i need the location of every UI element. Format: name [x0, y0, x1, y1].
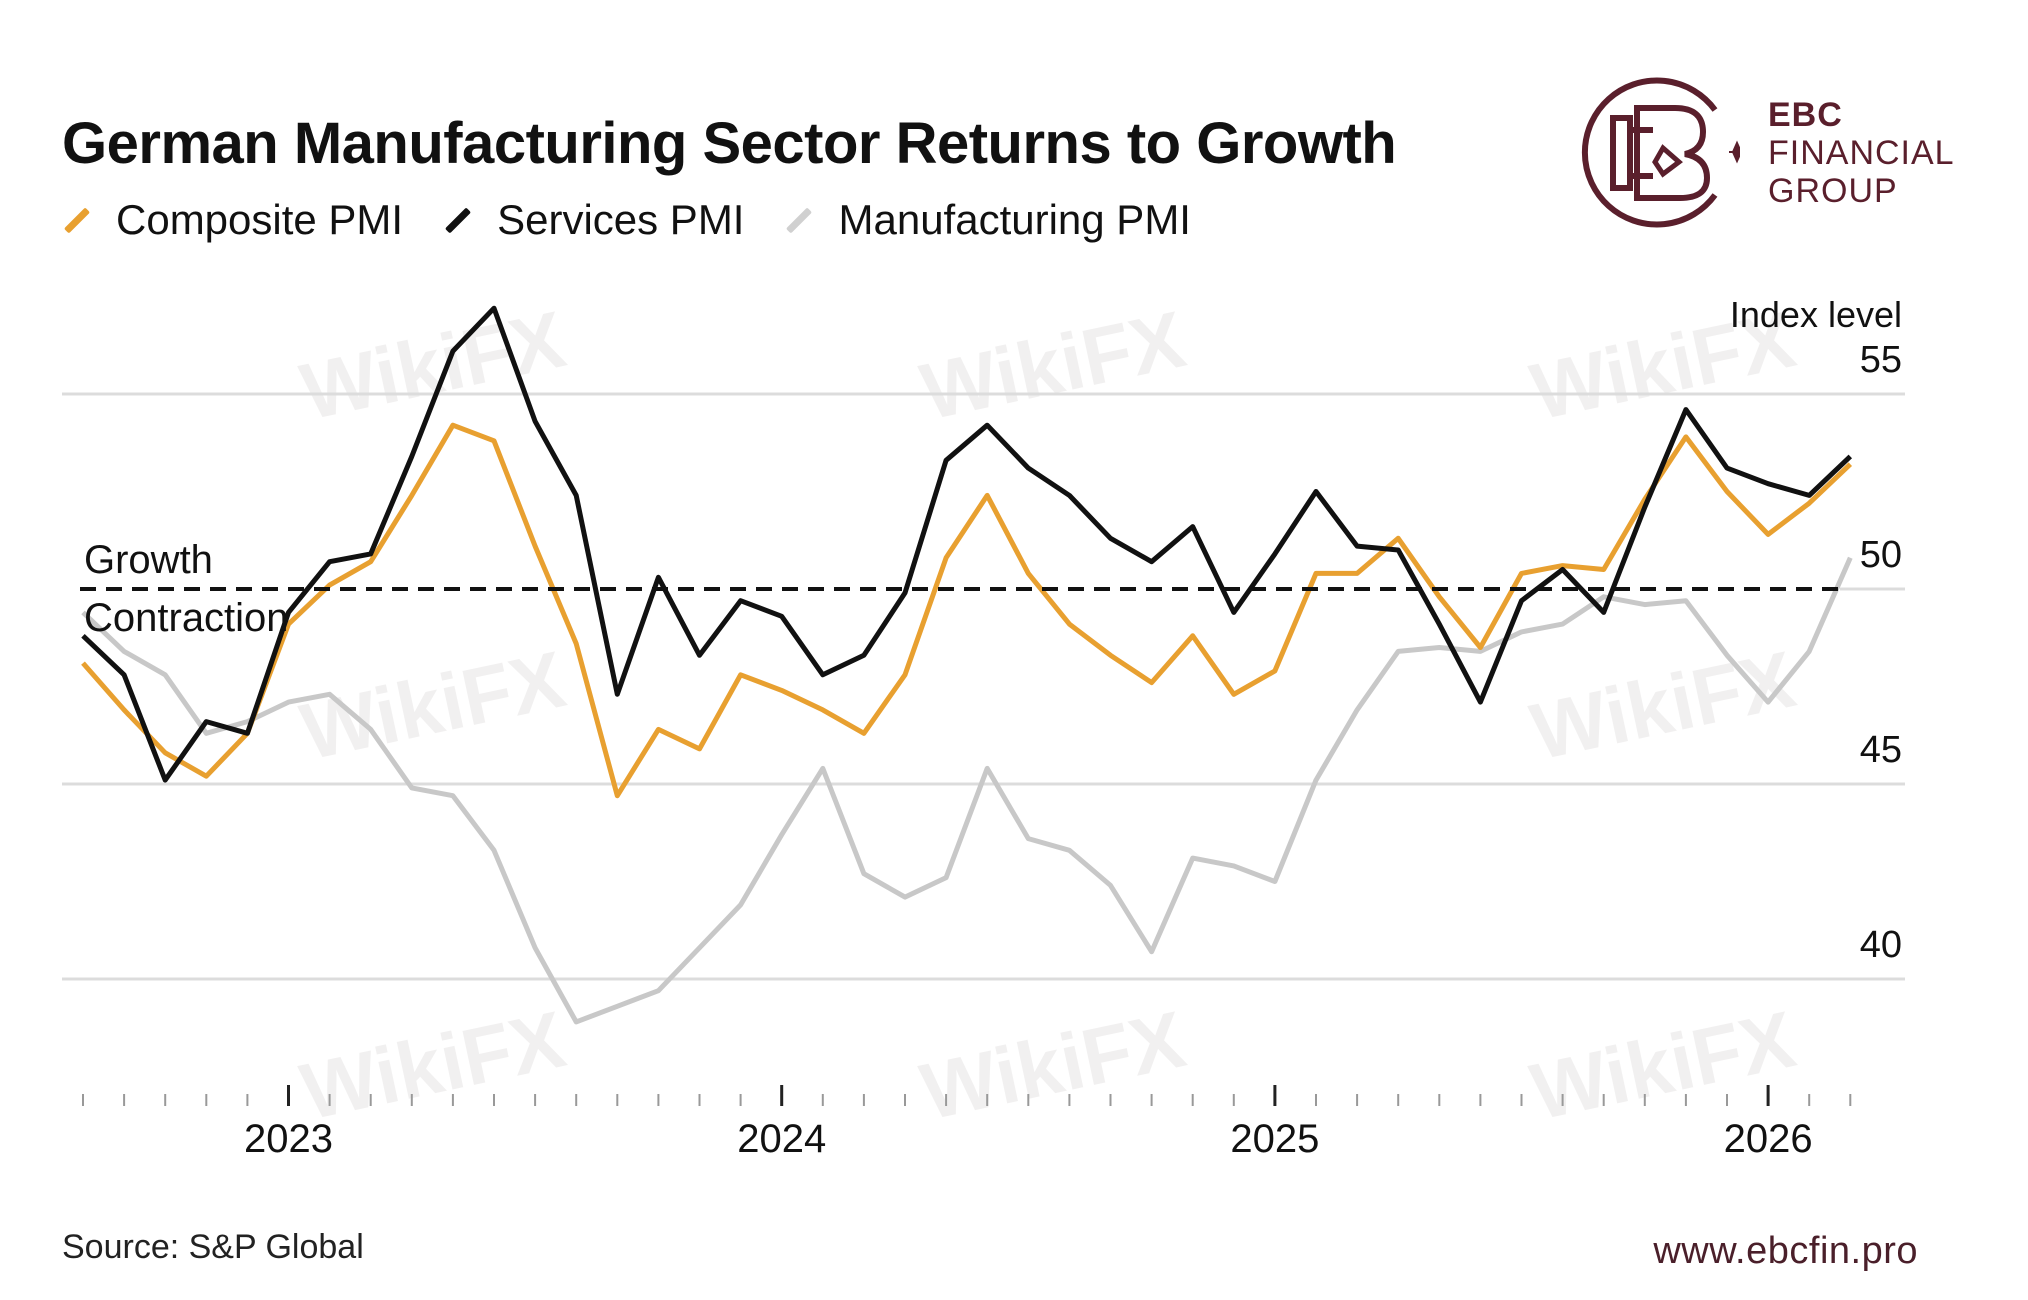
legend-item-composite: Composite PMI — [62, 196, 403, 244]
chart-title: German Manufacturing Sector Returns to G… — [62, 111, 1397, 176]
y-tick-label: 45 — [1860, 729, 1902, 771]
logo-line: EBC — [1768, 95, 1843, 134]
legend-label: Composite PMI — [116, 196, 404, 243]
growth-label: Growth — [84, 538, 213, 582]
legend-item-services: Services PMI — [443, 196, 744, 244]
ebc-emblem-icon — [1581, 77, 1740, 228]
logo-line: GROUP — [1768, 171, 1898, 210]
ebc-logo: EBC FINANCIAL GROUP — [1575, 70, 1955, 235]
legend: Composite PMI Services PMI Manufacturing… — [62, 196, 1191, 244]
contraction-label: Contraction — [84, 596, 289, 640]
website-url: www.ebcfin.pro — [1653, 1230, 1918, 1272]
legend-label: Services PMI — [497, 196, 745, 243]
source-note: Source: S&P Global — [62, 1228, 364, 1266]
y-tick-label: 50 — [1860, 534, 1902, 576]
logo-text: EBC FINANCIAL GROUP — [1768, 96, 1955, 210]
series-line-manufacturing-pmi — [81, 556, 1853, 1025]
x-tick-label: 2025 — [1230, 1117, 1319, 1161]
logo-line: FINANCIAL — [1768, 133, 1955, 172]
x-tick-label: 2023 — [244, 1117, 333, 1161]
legend-label: Manufacturing PMI — [838, 196, 1191, 243]
x-tick-label: 2024 — [737, 1117, 826, 1161]
y-tick-label: 55 — [1860, 339, 1902, 381]
series-line-composite-pmi — [81, 422, 1853, 799]
legend-item-manufacturing: Manufacturing PMI — [784, 196, 1191, 244]
series-line-services-pmi — [81, 305, 1853, 783]
y-tick-label: 40 — [1860, 924, 1902, 966]
y-axis-label: Index level — [1730, 294, 1902, 335]
x-tick-label: 2026 — [1724, 1117, 1813, 1161]
